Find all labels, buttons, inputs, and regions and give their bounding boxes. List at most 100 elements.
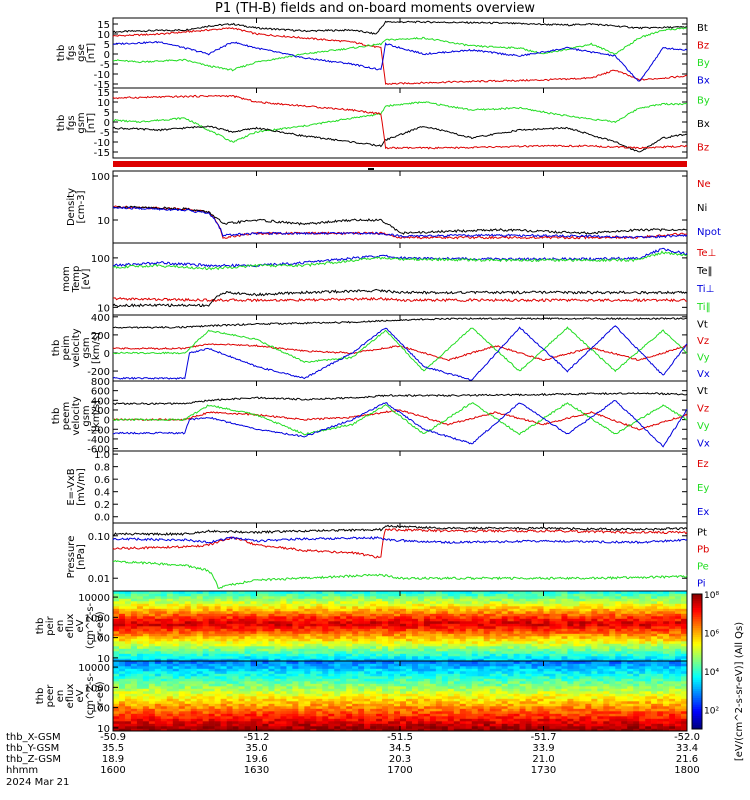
spectrogram-cell bbox=[507, 711, 514, 714]
spectrogram-cell bbox=[627, 606, 634, 609]
spectrogram-cell bbox=[681, 633, 688, 637]
spectrogram-cell bbox=[220, 646, 227, 649]
spectrogram-cell bbox=[615, 618, 622, 622]
spectrogram-cell bbox=[166, 726, 174, 729]
spectrogram-cell bbox=[274, 698, 281, 702]
spectrogram-cell bbox=[675, 638, 682, 642]
spectrogram-cell bbox=[519, 623, 526, 627]
spectrogram-cell bbox=[675, 721, 682, 724]
spectrogram-cell bbox=[388, 611, 395, 614]
spectrogram-cell bbox=[513, 648, 520, 652]
spectrogram-cell bbox=[411, 701, 419, 704]
spectrogram-cell bbox=[471, 626, 479, 629]
spectrogram-cell bbox=[669, 651, 676, 654]
spectrogram-cell bbox=[322, 693, 329, 697]
spectrogram-cell bbox=[531, 706, 538, 709]
spectrogram-cell bbox=[148, 613, 156, 617]
spectrogram-cell bbox=[423, 621, 431, 624]
spectrogram-cell bbox=[669, 691, 676, 694]
spectrogram-cell bbox=[435, 706, 443, 709]
spectrogram-cell bbox=[471, 611, 479, 614]
spectrogram-cell bbox=[262, 698, 269, 702]
series-line-fgs_gse-3 bbox=[112, 40, 688, 82]
spectrogram-cell bbox=[633, 693, 640, 697]
series-line-pressure-2 bbox=[112, 559, 688, 589]
y-tick-label-fgs_gse: 5 bbox=[104, 40, 110, 51]
spectrogram-cell bbox=[549, 706, 556, 709]
spectrogram-cell bbox=[603, 653, 610, 657]
spectrogram-cell bbox=[154, 726, 162, 729]
spectrogram-cell bbox=[382, 611, 389, 614]
spectrogram-cell bbox=[130, 648, 138, 652]
spectrogram-cell bbox=[633, 648, 640, 652]
spectrogram-cell bbox=[453, 611, 461, 614]
spectrogram-cell bbox=[286, 726, 293, 729]
spectrogram-cell bbox=[411, 621, 419, 624]
spectrogram-cell bbox=[142, 641, 150, 644]
spectrogram-cell bbox=[166, 701, 174, 704]
spectrogram-cell bbox=[471, 686, 479, 689]
spectrogram-cell bbox=[328, 603, 335, 607]
spectrogram-cell bbox=[334, 688, 341, 692]
spectrogram-cell bbox=[190, 648, 198, 652]
spectrogram-cell bbox=[561, 641, 568, 644]
spectrogram-cell bbox=[388, 603, 395, 607]
spectrogram-cell bbox=[256, 608, 263, 612]
spectrogram-cell bbox=[262, 693, 269, 697]
spectrogram-cell bbox=[597, 626, 604, 629]
spectrogram-cell bbox=[292, 603, 299, 607]
spectrogram-cell bbox=[591, 598, 598, 602]
spectrogram-cell bbox=[394, 693, 401, 697]
spectrogram-cell bbox=[525, 636, 532, 639]
spectrogram-cell bbox=[292, 613, 299, 617]
spectrogram-cell bbox=[525, 616, 532, 619]
spectrogram-cell bbox=[172, 601, 180, 604]
spectrogram-cell bbox=[304, 616, 311, 619]
spectrogram-cell bbox=[208, 658, 215, 662]
spectrogram-cell bbox=[609, 718, 616, 722]
spectrogram-cell bbox=[669, 656, 676, 659]
spectrogram-cell bbox=[495, 611, 502, 614]
spectrogram-cell bbox=[417, 633, 425, 637]
spectrogram-cell bbox=[220, 638, 227, 642]
spectrogram-cell bbox=[453, 728, 461, 732]
spectrogram-cell bbox=[340, 658, 347, 662]
spectrogram-cell bbox=[262, 651, 269, 654]
spectrogram-cell bbox=[417, 658, 425, 662]
spectrogram-cell bbox=[358, 698, 365, 702]
spectrogram-cell bbox=[154, 591, 162, 594]
spectrogram-cell bbox=[244, 596, 251, 599]
spectrogram-cell bbox=[489, 636, 496, 639]
spectrogram-cell bbox=[567, 723, 574, 727]
spectrogram-cell bbox=[447, 686, 455, 689]
spectrogram-cell bbox=[178, 691, 186, 694]
spectrogram-cell bbox=[208, 723, 215, 727]
spectrogram-cell bbox=[298, 653, 305, 657]
spectrogram-cell bbox=[585, 608, 592, 612]
spectrogram-cell bbox=[130, 591, 138, 594]
spectrogram-cell bbox=[124, 618, 132, 622]
spectrogram-cell bbox=[136, 646, 144, 649]
spectrogram-cell bbox=[280, 676, 287, 679]
spectrogram-cell bbox=[184, 726, 192, 729]
spectrogram-cell bbox=[310, 638, 317, 642]
spectrogram-cell bbox=[495, 698, 502, 702]
spectrogram-cell bbox=[603, 601, 610, 604]
spectrogram-cell bbox=[651, 656, 658, 659]
spectrogram-cell bbox=[621, 728, 628, 732]
spectrogram-cell bbox=[645, 616, 652, 619]
spectrogram-cell bbox=[190, 643, 198, 647]
spectrogram-cell bbox=[507, 623, 514, 627]
spectrogram-cell bbox=[256, 591, 263, 594]
spectrogram-cell bbox=[669, 596, 676, 599]
spectrogram-cell bbox=[400, 708, 407, 712]
spectrogram-cell bbox=[160, 688, 168, 692]
spectrogram-cell bbox=[513, 621, 520, 624]
spectrogram-cell bbox=[364, 693, 371, 697]
spectrogram-cell bbox=[477, 601, 485, 604]
spectrogram-cell bbox=[471, 713, 479, 717]
spectrogram-cell bbox=[394, 598, 401, 602]
spectrogram-cell bbox=[573, 718, 580, 722]
spectrogram-cell bbox=[525, 651, 532, 654]
spectrogram-cell bbox=[681, 628, 688, 632]
